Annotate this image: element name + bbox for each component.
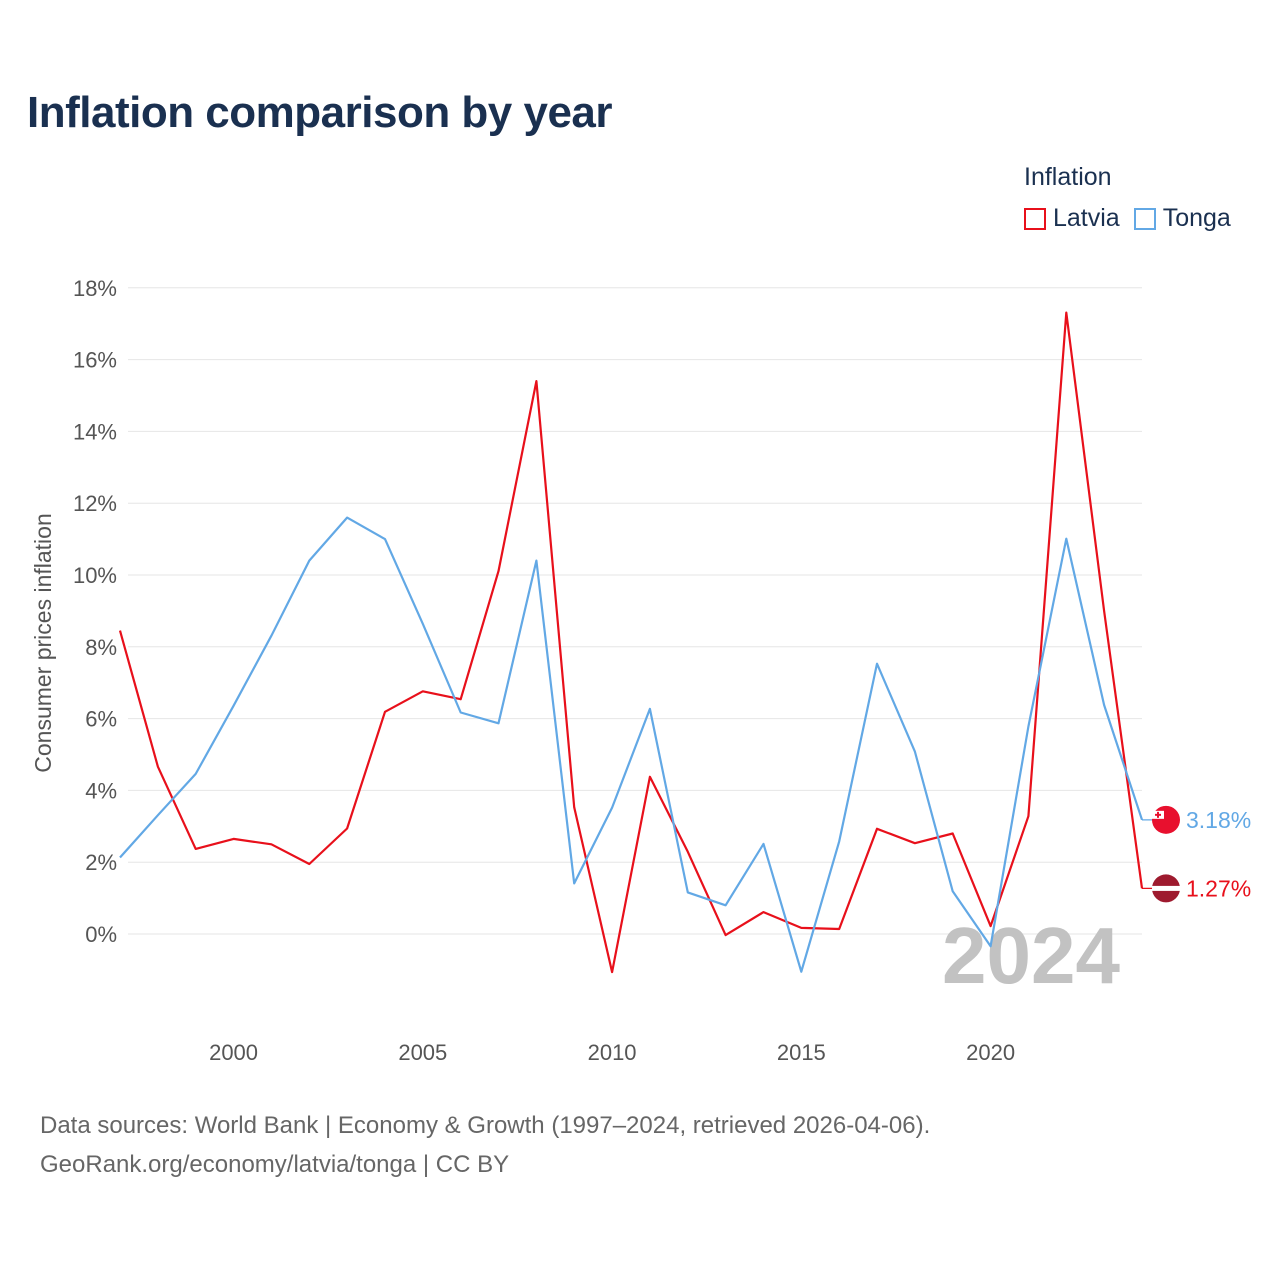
y-tick-label: 10% xyxy=(73,563,117,588)
y-tick-label: 0% xyxy=(85,922,117,947)
legend-title: Inflation xyxy=(1024,163,1112,191)
y-tick-label: 2% xyxy=(85,850,117,875)
x-tick-label: 2020 xyxy=(966,1040,1015,1065)
series-line-latvia xyxy=(118,311,1144,974)
source-note: Data sources: World Bank | Economy & Gro… xyxy=(40,1106,930,1184)
series-line-tonga xyxy=(119,516,1144,973)
source-line-1: Data sources: World Bank | Economy & Gro… xyxy=(40,1112,931,1139)
x-tick-label: 2005 xyxy=(398,1040,447,1065)
y-tick-label: 4% xyxy=(85,778,117,803)
end-markers: 1.27% 3.18% xyxy=(1142,805,1251,903)
x-tick-label: 2000 xyxy=(209,1040,258,1065)
y-tick-label: 12% xyxy=(73,491,117,516)
legend-item-tonga[interactable]: Tonga xyxy=(1133,204,1231,233)
series-lines xyxy=(118,311,1144,974)
legend-label-tonga: Tonga xyxy=(1162,204,1231,232)
x-tick-label: 2015 xyxy=(777,1040,826,1065)
legend-label-latvia: Latvia xyxy=(1053,204,1120,232)
y-axis-ticks: 0% 2% 4% 6% 8% 10% 12% 14% 16% 18% xyxy=(73,276,117,947)
end-value-label-latvia: 1.27% xyxy=(1186,875,1251,901)
x-axis-ticks: 2000 2005 2010 2015 2020 xyxy=(209,1040,1015,1065)
y-tick-label: 6% xyxy=(85,707,117,732)
end-value-label-tonga: 3.18% xyxy=(1186,807,1251,833)
legend-swatch-tonga xyxy=(1133,207,1156,230)
x-tick-label: 2010 xyxy=(588,1040,637,1065)
flag-icon-latvia xyxy=(1152,874,1180,903)
flag-icon-tonga xyxy=(1152,805,1180,834)
source-line-2[interactable]: GeoRank.org/economy/latvia/tonga | CC BY xyxy=(40,1151,510,1178)
y-tick-label: 16% xyxy=(73,348,117,373)
y-tick-label: 18% xyxy=(73,276,117,301)
gridlines xyxy=(128,287,1142,935)
chart-title: Inflation comparison by year xyxy=(27,88,613,137)
y-tick-label: 14% xyxy=(73,419,117,444)
y-axis-label: Consumer prices inflation xyxy=(30,513,56,773)
year-watermark: 2024 xyxy=(942,911,1120,1000)
legend-item-latvia[interactable]: Latvia xyxy=(1024,204,1120,233)
legend: Latvia Tonga xyxy=(1024,204,1231,233)
y-tick-label: 8% xyxy=(85,635,117,660)
legend-swatch-latvia xyxy=(1024,207,1046,230)
